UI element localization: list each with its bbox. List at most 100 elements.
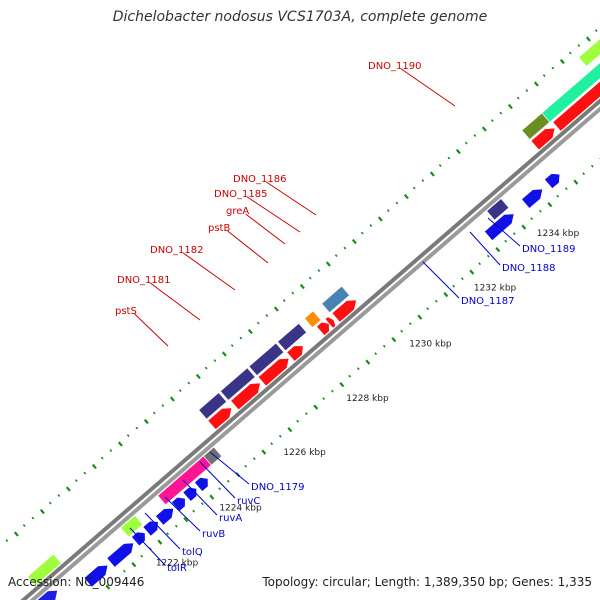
gene-label: ruvA bbox=[219, 513, 242, 524]
tick-dot bbox=[157, 539, 163, 545]
tick-dot bbox=[278, 434, 282, 438]
gene-block bbox=[155, 507, 175, 526]
tick-dot bbox=[261, 449, 267, 455]
gene-label: pstS bbox=[115, 306, 137, 317]
tick-dot bbox=[434, 299, 438, 303]
tick-dot bbox=[547, 202, 553, 208]
tick-dot bbox=[174, 524, 178, 528]
tick-dot bbox=[460, 277, 464, 281]
tick-dot bbox=[391, 337, 397, 343]
tick-dot bbox=[39, 508, 45, 515]
tick-dot bbox=[100, 456, 104, 460]
tick-dot bbox=[161, 404, 165, 408]
gene-label: ruvB bbox=[202, 529, 225, 540]
tick-dot bbox=[135, 426, 139, 430]
tick-dot bbox=[452, 284, 456, 288]
tick-dot bbox=[114, 577, 118, 581]
tick-dot bbox=[117, 441, 123, 447]
gene-label: greA bbox=[226, 206, 249, 217]
gene-block bbox=[106, 542, 135, 568]
scale-label: 1234 kbp bbox=[537, 229, 580, 239]
tick-dot bbox=[209, 494, 215, 500]
tick-dot bbox=[525, 89, 529, 93]
tick-dot bbox=[412, 186, 416, 190]
tick-dot bbox=[334, 254, 338, 258]
tick-dot bbox=[343, 246, 347, 250]
tick-dot bbox=[516, 96, 520, 100]
tick-dot bbox=[538, 209, 542, 213]
tick-dot bbox=[573, 179, 579, 185]
gene-label-leader bbox=[134, 313, 169, 347]
tick-dot bbox=[166, 532, 170, 536]
tick-dot bbox=[481, 126, 487, 132]
tick-dot bbox=[256, 321, 260, 325]
gene-label-leader bbox=[400, 68, 456, 107]
backbone-line bbox=[29, 106, 600, 600]
tick-dot bbox=[582, 172, 586, 176]
tick-dot bbox=[438, 164, 442, 168]
tick-dot bbox=[74, 479, 78, 483]
accession-text: Accession: NC_009446 bbox=[8, 575, 145, 589]
tick-dot bbox=[533, 81, 539, 87]
tick-dot bbox=[486, 254, 490, 258]
gene-block bbox=[331, 299, 357, 323]
tick-dot bbox=[551, 66, 555, 70]
gene-block bbox=[541, 62, 600, 123]
tick-dot bbox=[325, 261, 331, 267]
tick-dot bbox=[559, 58, 565, 65]
gene-label-leader bbox=[199, 461, 236, 499]
gene-labels-layer: DNO_1190 DNO_1186 DNO_1185 greA pstB DNO_1182… bbox=[115, 61, 576, 574]
tick-dot bbox=[568, 51, 572, 55]
gene-block bbox=[286, 345, 304, 362]
tick-dot bbox=[91, 463, 97, 470]
tick-dot bbox=[490, 119, 494, 123]
gene-block bbox=[207, 407, 233, 431]
tick-dot bbox=[282, 299, 286, 303]
scale-label: 1228 kbp bbox=[346, 394, 389, 404]
tick-dot bbox=[265, 314, 269, 318]
gene-label-leader bbox=[164, 496, 201, 532]
tick-dot bbox=[48, 501, 52, 505]
tick-dot bbox=[226, 479, 230, 483]
gene-block bbox=[486, 198, 510, 221]
tick-dot bbox=[31, 516, 35, 520]
tick-dot bbox=[239, 336, 243, 340]
gene-block bbox=[193, 477, 209, 492]
tick-dot bbox=[304, 412, 308, 416]
tick-dot bbox=[13, 531, 19, 537]
scale-label: 1222 kbp bbox=[156, 559, 199, 569]
gene-block bbox=[277, 322, 308, 352]
tick-dot bbox=[252, 457, 256, 461]
tick-dot bbox=[386, 209, 390, 213]
tick-dot bbox=[213, 359, 217, 363]
gene-block bbox=[219, 367, 256, 401]
gene-block bbox=[316, 321, 330, 337]
backbone-layer bbox=[20, 98, 600, 600]
gene-block bbox=[530, 127, 556, 151]
gene-label: tolQ bbox=[182, 547, 203, 558]
tick-dot bbox=[504, 239, 508, 243]
tick-dot bbox=[200, 502, 204, 506]
tick-dot bbox=[183, 517, 189, 523]
gene-block bbox=[248, 342, 285, 376]
tick-dot bbox=[426, 307, 430, 311]
tick-dot bbox=[273, 306, 279, 312]
tick-dot bbox=[360, 231, 364, 235]
tick-dot bbox=[377, 216, 383, 222]
gene-block bbox=[304, 310, 322, 328]
tick-dot bbox=[382, 344, 386, 348]
gene-label: DNO_1187 bbox=[461, 296, 515, 307]
tick-dot bbox=[556, 194, 560, 198]
tick-dot bbox=[187, 381, 191, 385]
tick-dot bbox=[590, 164, 594, 168]
gene-block bbox=[321, 285, 350, 314]
tick-dot bbox=[270, 442, 274, 446]
tick-dot bbox=[122, 569, 126, 573]
tick-dot bbox=[339, 382, 345, 388]
tick-dot bbox=[330, 389, 334, 393]
gene-label-leader bbox=[422, 261, 460, 299]
tick-dot bbox=[374, 352, 378, 356]
tick-dot bbox=[512, 232, 516, 236]
tick-dot bbox=[169, 396, 175, 402]
